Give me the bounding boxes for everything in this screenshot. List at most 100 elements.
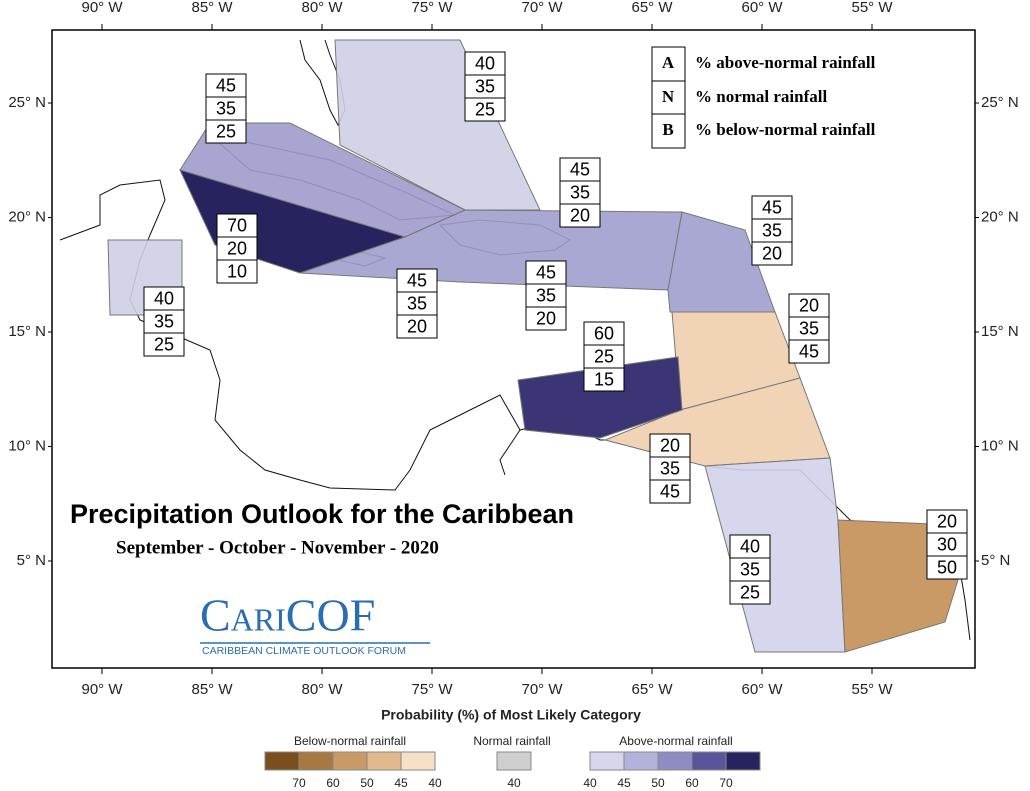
- florida: [299, 39, 346, 127]
- legend-swatch: [298, 751, 334, 771]
- latitude-label: 20° N: [981, 208, 1019, 225]
- value-below: 25: [475, 99, 495, 119]
- value-below: 10: [227, 261, 247, 281]
- legend-tick-label: 45: [394, 776, 408, 790]
- legend-swatch: [725, 751, 761, 771]
- longitude-label: 70° W: [521, 0, 563, 16]
- legend-swatch: [264, 751, 300, 771]
- value-cell: [729, 580, 771, 605]
- logo: CariCOF: [200, 590, 375, 641]
- value-normal: 20: [227, 238, 247, 258]
- value-below: 50: [937, 557, 957, 577]
- longitude-label: 65° W: [631, 0, 673, 16]
- value-below: 45: [660, 481, 680, 501]
- legend-swatch: [691, 751, 727, 771]
- legend-tick-label: 40: [583, 776, 597, 790]
- longitude-label: 70° W: [521, 681, 563, 698]
- legend-swatch: [496, 751, 532, 771]
- longitude-label: 75° W: [411, 681, 453, 698]
- value-below: 20: [407, 316, 427, 336]
- legend-swatch: [366, 751, 402, 771]
- value-below: 20: [536, 308, 556, 328]
- value-below: 15: [594, 369, 614, 389]
- value-cell: [559, 203, 601, 228]
- legend-group-label: Below-normal rainfall: [294, 734, 406, 748]
- key-text: % above-normal rainfall: [695, 53, 876, 72]
- latitude-label: 25° N: [981, 94, 1019, 111]
- legend-swatch: [400, 751, 436, 771]
- value-above: 20: [799, 295, 819, 315]
- value-below: 25: [740, 582, 760, 602]
- longitude-label: 85° W: [191, 681, 233, 698]
- key-text: % below-normal rainfall: [695, 120, 876, 139]
- value-cell: [396, 314, 438, 339]
- value-above: 45: [570, 159, 590, 179]
- legend-swatch: [657, 751, 693, 771]
- value-normal: 35: [799, 318, 819, 338]
- value-normal: 35: [762, 220, 782, 240]
- longitude-label: 80° W: [301, 681, 343, 698]
- value-cell: [788, 339, 830, 364]
- value-above: 45: [407, 270, 427, 290]
- legend-swatch: [589, 751, 625, 771]
- value-cell: [205, 119, 247, 144]
- value-cell: [649, 479, 691, 504]
- value-below: 25: [154, 334, 174, 354]
- value-normal: 35: [216, 98, 236, 118]
- value-above: 40: [740, 536, 760, 556]
- legend-tick-label: 70: [719, 776, 733, 790]
- latitude-label: 25° N: [8, 94, 46, 111]
- value-cell: [525, 306, 567, 331]
- logo-tagline: CARIBBEAN CLIMATE OUTLOOK FORUM: [202, 645, 406, 657]
- value-above: 70: [227, 215, 247, 235]
- value-above: 20: [937, 511, 957, 531]
- value-cell: [751, 241, 793, 266]
- longitude-label: 55° W: [851, 0, 893, 16]
- key-letter: B: [662, 120, 673, 139]
- value-cell: [583, 367, 625, 392]
- legend-swatch: [623, 751, 659, 771]
- value-above: 40: [154, 288, 174, 308]
- key: A N B % above-normal rainfall % normal r…: [651, 46, 876, 149]
- longitude-label: 85° W: [191, 0, 233, 16]
- legend-tick-label: 70: [292, 776, 306, 790]
- longitude-label: 90° W: [81, 681, 123, 698]
- longitude-label: 55° W: [851, 681, 893, 698]
- legend-tick-label: 45: [617, 776, 631, 790]
- legend: Below-normal rainfall 70 60 50 45 40 Normal ra…: [264, 734, 761, 790]
- legend-tick-label: 60: [685, 776, 699, 790]
- legend-group-label: Normal rainfall: [473, 734, 550, 748]
- legend-swatch: [332, 751, 368, 771]
- value-below: 45: [799, 341, 819, 361]
- value-normal: 35: [407, 293, 427, 313]
- value-normal: 35: [154, 311, 174, 331]
- longitude-label: 75° W: [411, 0, 453, 16]
- longitude-label: 60° W: [741, 0, 783, 16]
- value-normal: 35: [475, 76, 495, 96]
- latitude-label: 15° N: [8, 323, 46, 340]
- legend-group-label: Above-normal rainfall: [619, 734, 732, 748]
- subtitle: September - October - November - 2020: [116, 537, 439, 558]
- latitude-label: 5° N: [17, 552, 46, 569]
- key-box: [651, 46, 686, 149]
- value-below: 20: [762, 243, 782, 263]
- value-cell: [216, 259, 258, 284]
- legend-tick-label: 50: [360, 776, 374, 790]
- value-cell: [926, 555, 968, 580]
- key-text: % normal rainfall: [695, 87, 827, 106]
- latitude-label: 10° N: [8, 437, 46, 454]
- value-above: 40: [475, 53, 495, 73]
- regions: [107, 39, 959, 653]
- value-normal: 35: [660, 458, 680, 478]
- legend-title: Probability (%) of Most Likely Category: [381, 707, 641, 723]
- value-above: 45: [216, 75, 236, 95]
- central-america: [59, 179, 521, 491]
- key-letter: N: [662, 87, 675, 106]
- value-cell: [464, 97, 506, 122]
- value-below: 25: [216, 121, 236, 141]
- value-normal: 35: [570, 182, 590, 202]
- value-cell: [143, 332, 185, 357]
- latitude-label: 10° N: [981, 437, 1019, 454]
- longitude-label: 60° W: [741, 681, 783, 698]
